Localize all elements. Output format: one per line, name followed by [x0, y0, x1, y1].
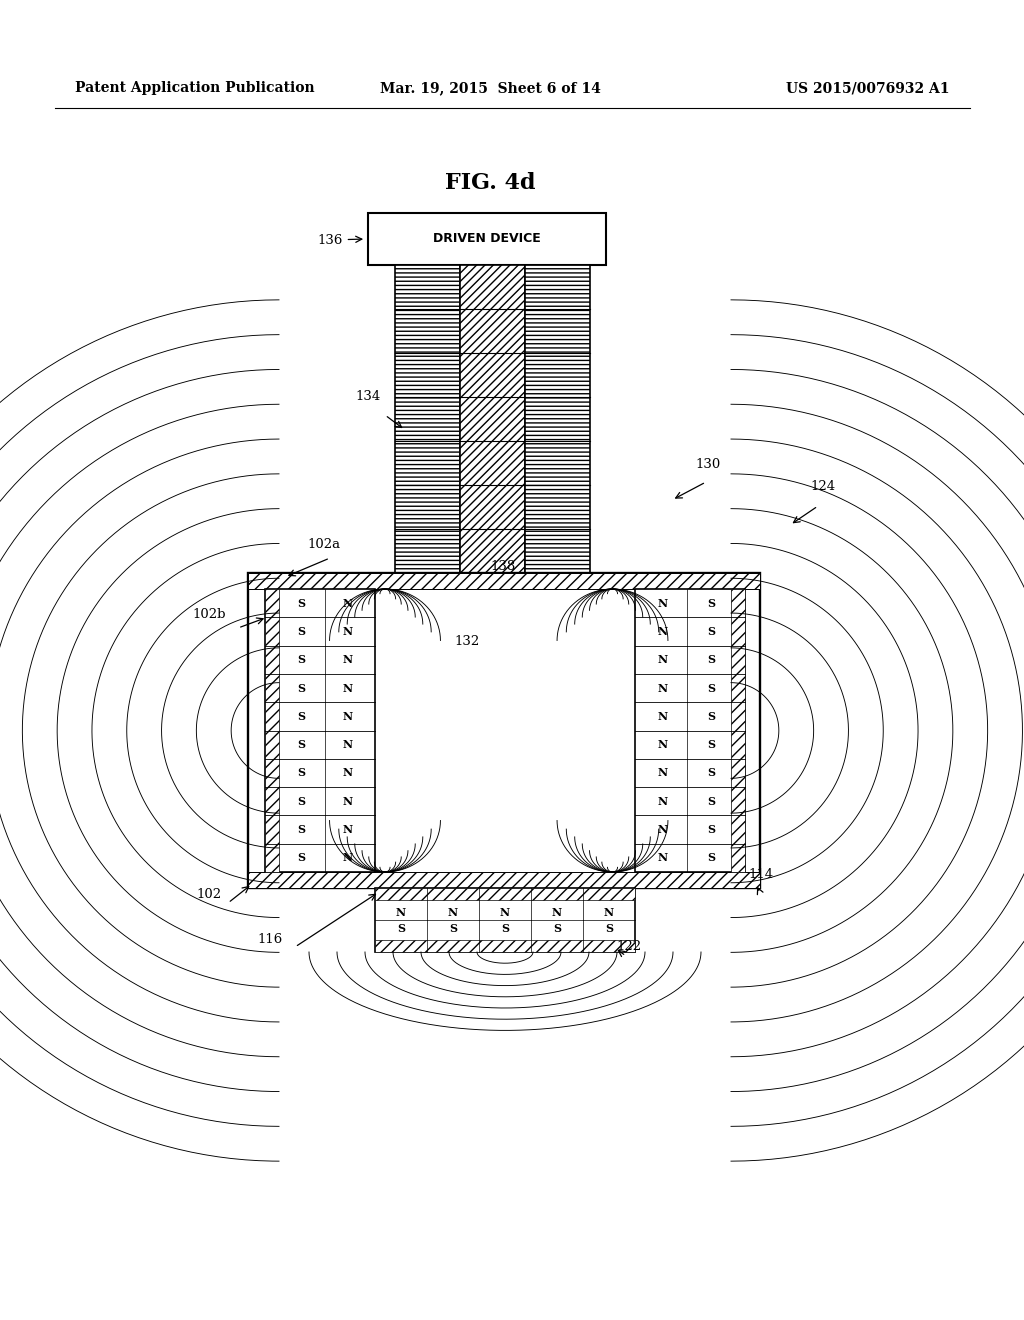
Text: N: N [396, 907, 407, 917]
Text: N: N [658, 598, 668, 609]
Text: S: S [297, 739, 305, 750]
Bar [375, 940, 635, 952]
Text: FIG. 4d: FIG. 4d [444, 172, 536, 194]
Bar [635, 589, 745, 873]
Text: 116: 116 [257, 933, 283, 946]
Bar [265, 589, 279, 873]
Text: N: N [658, 796, 668, 807]
Text: N: N [658, 682, 668, 693]
Text: S: S [297, 796, 305, 807]
Text: 102: 102 [196, 888, 221, 902]
Text: N: N [343, 796, 353, 807]
Text: S: S [707, 739, 715, 750]
Bar [395, 265, 460, 573]
Bar [375, 888, 635, 900]
Text: N: N [500, 907, 510, 917]
Bar [265, 589, 375, 873]
Text: DRIVEN DEVICE: DRIVEN DEVICE [433, 232, 541, 246]
Text: 114: 114 [748, 869, 773, 880]
Text: N: N [343, 711, 353, 722]
Text: N: N [658, 711, 668, 722]
Text: S: S [707, 853, 715, 863]
Text: 102b: 102b [193, 609, 225, 620]
Bar [525, 265, 590, 573]
Text: N: N [658, 767, 668, 779]
Text: N: N [552, 907, 562, 917]
Text: N: N [658, 739, 668, 750]
Text: S: S [605, 923, 613, 935]
Text: S: S [297, 626, 305, 638]
Text: N: N [343, 626, 353, 638]
Text: 132: 132 [454, 635, 479, 648]
Text: N: N [343, 853, 353, 863]
Text: S: S [707, 711, 715, 722]
Bar [731, 589, 745, 873]
Text: N: N [658, 853, 668, 863]
Text: S: S [449, 923, 457, 935]
Text: US 2015/0076932 A1: US 2015/0076932 A1 [786, 81, 950, 95]
Text: 122: 122 [616, 940, 641, 953]
Text: S: S [707, 598, 715, 609]
Text: S: S [297, 655, 305, 665]
Text: N: N [658, 626, 668, 638]
Text: N: N [343, 598, 353, 609]
Text: S: S [501, 923, 509, 935]
Text: S: S [707, 682, 715, 693]
Text: S: S [297, 682, 305, 693]
Text: 124: 124 [810, 480, 836, 492]
Text: 102a: 102a [307, 539, 340, 550]
Text: S: S [707, 767, 715, 779]
Text: Patent Application Publication: Patent Application Publication [75, 81, 314, 95]
Bar [460, 265, 525, 573]
Bar [248, 573, 760, 589]
Text: S: S [707, 824, 715, 836]
Text: S: S [553, 923, 561, 935]
Bar [248, 573, 760, 888]
Bar [368, 213, 606, 265]
Text: N: N [604, 907, 614, 917]
Text: N: N [658, 824, 668, 836]
Text: N: N [447, 907, 458, 917]
Text: S: S [397, 923, 406, 935]
Text: 138: 138 [490, 560, 515, 573]
Text: S: S [297, 824, 305, 836]
Text: Mar. 19, 2015  Sheet 6 of 14: Mar. 19, 2015 Sheet 6 of 14 [380, 81, 600, 95]
Text: 134: 134 [355, 389, 380, 403]
Text: S: S [297, 767, 305, 779]
Text: N: N [658, 655, 668, 665]
Text: 130: 130 [695, 458, 720, 471]
Bar [248, 873, 760, 888]
Text: N: N [343, 682, 353, 693]
Text: N: N [343, 739, 353, 750]
Text: 136: 136 [317, 234, 361, 247]
Text: S: S [707, 655, 715, 665]
Text: N: N [343, 767, 353, 779]
Text: S: S [297, 598, 305, 609]
Text: N: N [343, 655, 353, 665]
Text: S: S [297, 711, 305, 722]
Text: S: S [707, 796, 715, 807]
Text: N: N [343, 824, 353, 836]
Text: S: S [297, 853, 305, 863]
Text: S: S [707, 626, 715, 638]
Bar [375, 888, 635, 952]
